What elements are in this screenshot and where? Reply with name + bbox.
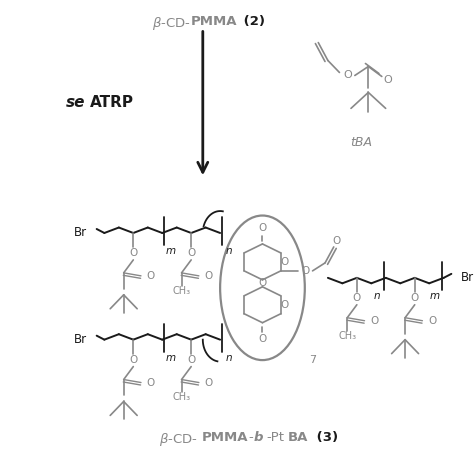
Text: tBA: tBA xyxy=(351,136,373,149)
Text: O: O xyxy=(129,354,137,364)
Text: Br: Br xyxy=(74,333,87,346)
Text: ATRP: ATRP xyxy=(90,95,134,110)
Text: n: n xyxy=(226,353,232,363)
Text: m: m xyxy=(430,291,440,301)
Text: 7: 7 xyxy=(309,354,316,364)
Text: BA: BA xyxy=(288,431,308,445)
Text: O: O xyxy=(344,71,353,81)
Text: -Pt: -Pt xyxy=(266,431,284,445)
Text: O: O xyxy=(301,266,310,276)
Text: O: O xyxy=(258,334,266,344)
Text: O: O xyxy=(146,378,155,388)
Text: O: O xyxy=(281,300,289,310)
Text: m: m xyxy=(166,353,176,363)
Text: Br: Br xyxy=(74,227,87,239)
Text: O: O xyxy=(281,257,289,267)
Text: -: - xyxy=(248,431,253,445)
Text: $\beta$-CD-: $\beta$-CD- xyxy=(153,15,191,32)
Text: CH₃: CH₃ xyxy=(173,286,191,296)
Text: Br: Br xyxy=(461,271,474,284)
Text: m: m xyxy=(166,246,176,256)
Text: PMMA: PMMA xyxy=(191,15,238,28)
Text: O: O xyxy=(204,271,213,281)
Text: (3): (3) xyxy=(311,431,337,445)
Text: O: O xyxy=(258,278,266,288)
Text: O: O xyxy=(187,354,195,364)
Text: b: b xyxy=(254,431,263,445)
Text: O: O xyxy=(383,76,392,86)
Text: (2): (2) xyxy=(239,15,265,28)
Text: CH₃: CH₃ xyxy=(173,393,191,403)
Text: O: O xyxy=(370,316,378,326)
Text: O: O xyxy=(204,378,213,388)
Text: O: O xyxy=(353,293,361,303)
Text: O: O xyxy=(428,316,436,326)
Text: O: O xyxy=(187,248,195,258)
Text: O: O xyxy=(258,223,266,233)
Text: PMMA: PMMA xyxy=(202,431,248,445)
Text: O: O xyxy=(129,248,137,258)
Text: n: n xyxy=(226,246,232,256)
Text: O: O xyxy=(332,236,341,246)
Text: O: O xyxy=(146,271,155,281)
Text: n: n xyxy=(374,291,381,301)
Text: CH₃: CH₃ xyxy=(338,331,356,341)
Text: O: O xyxy=(410,293,419,303)
Text: $\beta$-CD-: $\beta$-CD- xyxy=(159,431,198,448)
Text: se: se xyxy=(66,95,86,110)
